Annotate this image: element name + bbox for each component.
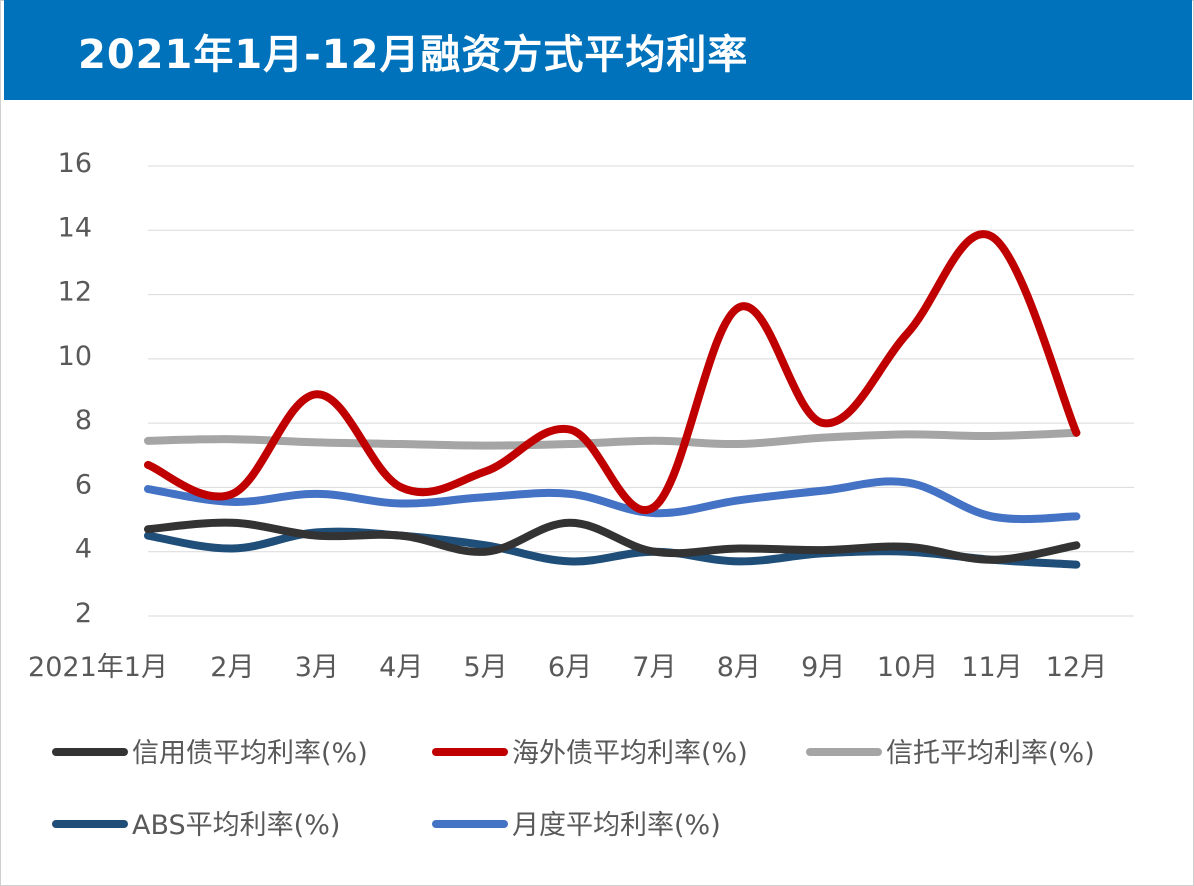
legend-label: 信托平均利率(%)	[886, 738, 1095, 769]
legend: 信用债平均利率(%) 海外债平均利率(%) 信托平均利率(%) ABS平均利率(%) 月…	[52, 738, 1095, 841]
title-bar: 2021年1月-12月融资方式平均利率	[4, 0, 1192, 100]
legend-label: ABS平均利率(%)	[132, 810, 340, 841]
y-tick-label: 12	[58, 277, 92, 308]
y-axis: 2 4 6 8 10 12 14 16	[58, 148, 92, 629]
y-tick-label: 14	[58, 212, 92, 243]
series-lines	[144, 230, 1081, 569]
chart-title: 2021年1月-12月融资方式平均利率	[78, 32, 749, 78]
gridlines	[148, 165, 1134, 617]
x-tick-label: 7月	[632, 652, 676, 683]
series-line-2	[144, 428, 1081, 450]
x-tick-label: 6月	[548, 652, 592, 683]
y-tick-label: 8	[75, 405, 92, 436]
x-tick-label: 9月	[801, 652, 845, 683]
x-tick-label: 10月	[877, 652, 938, 683]
series-line-4	[144, 477, 1081, 524]
x-tick-label: 2月	[210, 652, 254, 683]
x-axis: 2021年1月 2月 3月 4月 5月 6月 7月 8月 9月 10月 11月 12月	[28, 652, 1107, 683]
x-tick-label: 5月	[464, 652, 508, 683]
y-tick-label: 2	[75, 598, 92, 629]
x-tick-label: 11月	[961, 652, 1022, 683]
x-tick-label: 8月	[717, 652, 761, 683]
y-tick-label: 4	[75, 534, 92, 565]
x-tick-label: 2021年1月	[28, 652, 168, 683]
legend-label: 海外债平均利率(%)	[512, 738, 748, 769]
x-tick-label: 3月	[295, 652, 339, 683]
legend-label: 信用债平均利率(%)	[132, 738, 368, 769]
legend-label: 月度平均利率(%)	[512, 810, 721, 841]
x-tick-label: 12月	[1046, 652, 1107, 683]
y-tick-label: 6	[75, 469, 92, 500]
series-line-0	[144, 518, 1081, 564]
series-line-1	[144, 230, 1081, 514]
x-tick-label: 4月	[379, 652, 423, 683]
y-tick-label: 16	[58, 148, 92, 179]
y-tick-label: 10	[58, 341, 92, 372]
